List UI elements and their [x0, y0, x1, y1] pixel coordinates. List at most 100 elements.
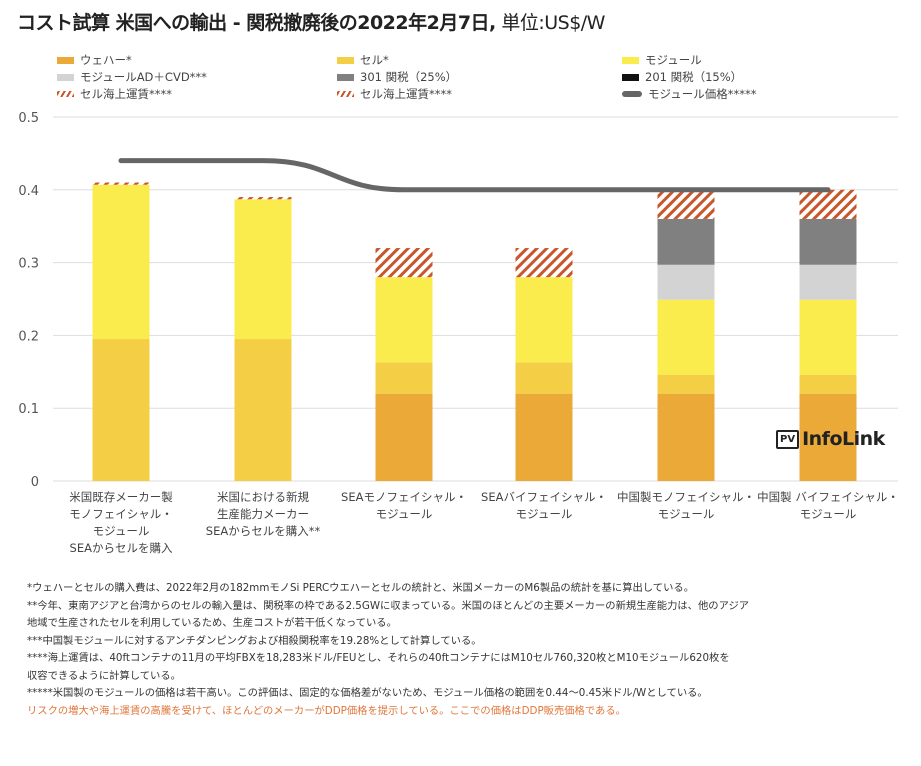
footnote-line: ***中国製モジュールに対するアンチダンピングおよび相殺関税率を19.28%とし… [27, 634, 482, 647]
x-axis-label-line: SEAモノフェイシャル・ [341, 490, 467, 504]
bar-segment-module [799, 299, 857, 375]
bar-segment-shipping [92, 182, 150, 185]
x-axis-label-line: SEAバイフェイシャル・ [481, 490, 607, 504]
bar-segment-module [234, 199, 292, 340]
stacked-bar-chart: 0 0.1 0.2 0.3 0.4 0.5 [18, 111, 898, 490]
bar-segment-module [92, 184, 150, 340]
legend-swatch [337, 91, 354, 97]
legend-label: ウェハー* [80, 53, 132, 67]
legend-swatch [622, 73, 639, 81]
footnote-line: リスクの増大や海上運賃の高騰を受けて、ほとんどのメーカーがDDP価格を提示してい… [27, 704, 626, 717]
logo-text: InfoLink [802, 428, 885, 450]
y-tick-label: 0 [31, 475, 39, 490]
x-axis-label: 中国製モノフェイシャル・ モジュール [606, 489, 766, 523]
bar-segment-module [515, 277, 573, 363]
legend-item-tariff201: 201 関税（15%） [622, 69, 742, 85]
x-axis-label-line: 米国既存メーカー製 [69, 490, 173, 504]
bar-segment-tariff301 [657, 218, 715, 265]
legend-item-adcvd: モジュールAD＋CVD*** [57, 69, 207, 85]
bar-segment-shipping [375, 248, 433, 278]
bar-segment-shipping [234, 197, 292, 200]
bar-stack [234, 197, 292, 481]
bar-segment-wafer [657, 393, 715, 481]
chart-title: コスト試算 米国への輸出 - 関税撤廃後の2022年2月7日, 単位:US$/W [17, 8, 605, 35]
footnote-line: *****米国製のモジュールの価格は若干高い。この評価は、固定的な価格差がないた… [27, 687, 708, 699]
chart-title-main: コスト試算 米国への輸出 - 関税撤廃後の2022年2月7日, [17, 12, 496, 34]
price-line [118, 158, 831, 193]
legend-item-module: モジュール [622, 52, 702, 68]
x-axis-label-line: 生産能力メーカー [217, 507, 309, 521]
legend-swatch [337, 56, 354, 64]
legend: ウェハー* セル* モジュールモジュールAD＋CVD*** 301 関税（25%） 20… [0, 50, 921, 106]
x-axis-label-line: 中国製 バイフェイシャル・ [757, 490, 899, 504]
legend-label: モジュール [645, 53, 702, 67]
bar-segment-tariff301 [799, 218, 857, 265]
bar-segment-cell [234, 339, 292, 481]
legend-item-price_line: モジュール価格***** [622, 86, 756, 102]
bar-segment-module [375, 277, 433, 363]
footnote-line: 収容できるように計算している。 [27, 669, 181, 682]
chart-title-unit: 単位:US$/W [495, 12, 605, 34]
legend-label: モジュール価格***** [648, 87, 757, 101]
bar-stack [92, 182, 150, 481]
legend-item-cell: セル* [337, 52, 389, 68]
bar-segment-wafer [515, 393, 573, 481]
footnote-line: **今年、東南アジアと台湾からのセルの輸入量は、関税率の枠である2.5GWに収ま… [27, 599, 750, 612]
x-axis-label: 中国製 バイフェイシャル・ モジュール [748, 489, 908, 523]
bar-segment-adcvd [657, 264, 715, 300]
bar-stack [799, 189, 857, 481]
legend-swatch [57, 91, 74, 97]
legend-item-shipping: セル海上運賃**** [57, 86, 172, 102]
x-axis-label-line: SEAからセルを購入 [69, 541, 173, 555]
legend-swatch [622, 91, 642, 97]
footnotes: *ウェハーとセルの購入費は、2022年2月の182mmモノSi PERCウエハー… [27, 580, 749, 720]
legend-label: セル海上運賃**** [360, 87, 452, 101]
x-axis-label-line: モジュール [515, 507, 573, 521]
y-axis-ticks: 0 0.1 0.2 0.3 0.4 0.5 [18, 111, 39, 490]
footnote-line: *ウェハーとセルの購入費は、2022年2月の182mmモノSi PERCウエハー… [27, 582, 694, 594]
footnote-line: 地域で生産されたセルを利用しているため、生産コストが若干低くなっている。 [27, 617, 397, 629]
x-axis-label: SEAモノフェイシャル・ モジュール [324, 489, 484, 523]
infolink-logo: PV InfoLink [776, 428, 885, 450]
x-axis-label: 米国における新規 生産能力メーカー SEAからセルを購入** [183, 489, 343, 540]
x-axis-label: SEAバイフェイシャル・ モジュール [464, 489, 624, 523]
legend-item-wafer: ウェハー* [57, 52, 132, 68]
bar-segment-module [657, 299, 715, 375]
y-tick-label: 0.3 [18, 257, 39, 272]
bar-segment-cell [92, 339, 150, 481]
legend-swatch [57, 73, 74, 81]
bar-segment-shipping [515, 248, 573, 278]
bar-segment-cell [657, 374, 715, 394]
legend-label: モジュールAD＋CVD*** [80, 70, 207, 84]
grid-lines [53, 116, 898, 482]
bar-segment-cell [515, 362, 573, 394]
legend-swatch [337, 73, 354, 81]
x-axis-label-line: モジュール [375, 507, 433, 521]
y-tick-label: 0.2 [18, 329, 39, 344]
y-tick-label: 0.1 [18, 402, 39, 417]
bar-segment-cell [799, 374, 857, 394]
bars [92, 182, 857, 481]
legend-item-tariff301: 301 関税（25%） [337, 69, 457, 85]
legend-label: セル海上運賃**** [80, 87, 172, 101]
bar-segment-adcvd [799, 264, 857, 300]
bar-segment-wafer [375, 393, 433, 481]
price-line-series [118, 158, 831, 193]
bar-segment-wafer [799, 393, 857, 481]
x-axis-label-line: モノフェイシャル・ [69, 507, 173, 521]
legend-label: 301 関税（25%） [360, 70, 458, 84]
x-axis-label-line: モジュール [799, 507, 857, 521]
pv-badge-icon: PV [776, 429, 800, 449]
x-axis-label-line: SEAからセルを購入** [205, 524, 321, 538]
bar-stack [515, 248, 573, 481]
legend-swatch [622, 56, 639, 64]
x-axis-label: 米国既存メーカー製 モノフェイシャル・ モジュール SEAからセルを購入 [41, 489, 201, 557]
bar-segment-cell [375, 362, 433, 394]
x-axis-label-line: 米国における新規 [217, 490, 309, 504]
legend-label: 201 関税（15%） [645, 70, 743, 84]
footnote-line: ****海上運賃は、40ftコンテナの11月の平均FBXを18,283米ドル/F… [27, 652, 730, 664]
x-axis-label-line: モジュール [657, 507, 715, 521]
legend-label: セル* [360, 53, 389, 67]
bar-segment-shipping [657, 189, 715, 219]
x-axis-label-line: モジュール [92, 524, 150, 538]
